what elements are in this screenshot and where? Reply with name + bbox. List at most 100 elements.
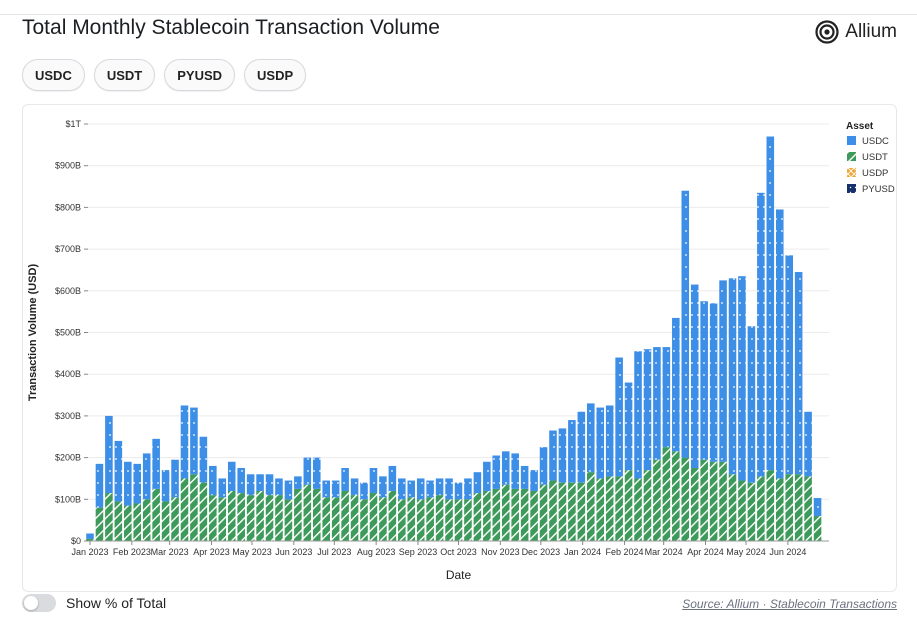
bar-usdc[interactable] <box>379 476 387 498</box>
bar-usdc[interactable] <box>530 470 538 491</box>
bar-usdt[interactable] <box>161 501 170 541</box>
bar-usdt[interactable] <box>114 501 123 541</box>
bar-usdt[interactable] <box>379 497 387 541</box>
bar-usdt[interactable] <box>218 497 227 541</box>
bar-usdt[interactable] <box>180 478 189 541</box>
bar-usdc[interactable] <box>605 405 614 477</box>
bar-usdc[interactable] <box>124 461 132 506</box>
bar-usdt[interactable] <box>284 499 293 541</box>
bar-usdt[interactable] <box>275 495 283 541</box>
bar-usdc[interactable] <box>813 498 822 516</box>
bar-usdc[interactable] <box>464 478 472 500</box>
bar-usdt[interactable] <box>407 497 416 541</box>
bar-usdc[interactable] <box>766 136 775 471</box>
bar-usdt[interactable] <box>501 484 510 541</box>
filter-usdp-button[interactable]: USDP <box>244 59 307 91</box>
bar-usdc[interactable] <box>483 461 491 491</box>
bar-usdc[interactable] <box>190 407 198 475</box>
bar-usdt[interactable] <box>152 488 160 542</box>
bar-usdt[interactable] <box>662 447 671 541</box>
bar-usdc[interactable] <box>246 474 255 496</box>
bar-usdt[interactable] <box>587 472 595 541</box>
bar-usdc[interactable] <box>511 453 519 489</box>
bar-usdc[interactable] <box>369 468 378 494</box>
bar-usdt[interactable] <box>719 461 727 541</box>
bar-usdc[interactable] <box>728 278 737 475</box>
bar-usdt[interactable] <box>577 482 586 541</box>
bar-usdt[interactable] <box>473 493 482 541</box>
bar-usdc[interactable] <box>209 465 217 496</box>
bar-usdt[interactable] <box>303 484 312 541</box>
percent-toggle-switch[interactable] <box>22 594 56 612</box>
bar-usdt[interactable] <box>142 499 151 541</box>
bar-usdt[interactable] <box>331 497 340 541</box>
bar-usdt[interactable] <box>246 495 255 541</box>
bar-usdt[interactable] <box>596 478 605 541</box>
filter-usdc-button[interactable]: USDC <box>22 59 85 91</box>
bar-usdc[interactable] <box>804 411 812 477</box>
bar-usdt[interactable] <box>483 490 491 541</box>
bar-usdt[interactable] <box>785 474 793 541</box>
bar-usdt[interactable] <box>416 499 425 541</box>
bar-usdt[interactable] <box>558 482 567 541</box>
bar-usdc[interactable] <box>284 480 293 500</box>
bar-usdc[interactable] <box>539 447 548 485</box>
bar-usdt[interactable] <box>738 480 746 541</box>
bar-usdc[interactable] <box>303 457 312 485</box>
bar-usdc[interactable] <box>388 465 397 491</box>
bar-usdt[interactable] <box>700 459 708 541</box>
bar-usdc[interactable] <box>237 468 245 494</box>
bar-usdc[interactable] <box>747 326 756 483</box>
bar-usdt[interactable] <box>294 488 302 542</box>
bar-usdc[interactable] <box>662 347 671 448</box>
bar-usdt[interactable] <box>568 482 576 541</box>
legend-label-usdt[interactable]: USDT <box>862 152 888 163</box>
bar-usdt[interactable] <box>681 457 690 541</box>
bar-usdc[interactable] <box>407 480 416 498</box>
bar-usdc[interactable] <box>785 255 793 475</box>
bar-usdc[interactable] <box>350 478 359 496</box>
bar-usdc[interactable] <box>634 351 642 479</box>
bar-usdt[interactable] <box>747 482 756 541</box>
bar-usdt[interactable] <box>813 515 822 541</box>
bar-usdc[interactable] <box>426 480 434 498</box>
bar-usdc[interactable] <box>199 436 208 483</box>
bar-usdt[interactable] <box>95 507 104 541</box>
bar-usdc[interactable] <box>398 478 406 500</box>
bar-usdt[interactable] <box>653 459 661 541</box>
bar-usdc[interactable] <box>577 411 586 483</box>
bar-usdc[interactable] <box>719 280 727 462</box>
bar-usdt[interactable] <box>643 470 652 541</box>
bar-usdc[interactable] <box>775 209 784 479</box>
bar-usdt[interactable] <box>615 476 623 541</box>
legend-label-pyusd[interactable]: PYUSD <box>862 184 895 195</box>
bar-usdc[interactable] <box>435 478 444 496</box>
bar-usdt[interactable] <box>766 470 775 541</box>
bar-usdt[interactable] <box>454 499 463 541</box>
bar-usdc[interactable] <box>473 472 482 494</box>
bar-usdc[interactable] <box>700 301 708 460</box>
bar-usdc[interactable] <box>105 415 113 494</box>
bar-usdt[interactable] <box>435 495 444 541</box>
bar-usdt[interactable] <box>369 493 378 541</box>
bar-usdc[interactable] <box>133 463 142 504</box>
bar-usdc[interactable] <box>152 438 160 489</box>
bar-usdc[interactable] <box>341 468 349 491</box>
bar-usdt[interactable] <box>227 490 236 541</box>
bar-usdt[interactable] <box>124 505 132 541</box>
bar-usdt[interactable] <box>171 497 179 541</box>
bar-usdc[interactable] <box>331 480 340 498</box>
bar-usdc[interactable] <box>596 407 605 479</box>
bar-usdc[interactable] <box>95 463 104 508</box>
bar-usdc[interactable] <box>312 457 321 489</box>
bar-usdc[interactable] <box>416 478 425 500</box>
bar-usdt[interactable] <box>757 476 765 541</box>
bar-usdt[interactable] <box>426 497 434 541</box>
bar-usdc[interactable] <box>218 478 227 498</box>
bar-usdt[interactable] <box>237 493 245 541</box>
bar-usdc[interactable] <box>114 440 123 502</box>
bar-usdc[interactable] <box>757 192 765 477</box>
bar-usdt[interactable] <box>539 484 548 541</box>
bar-usdc[interactable] <box>445 478 453 500</box>
bar-usdt[interactable] <box>398 499 406 541</box>
